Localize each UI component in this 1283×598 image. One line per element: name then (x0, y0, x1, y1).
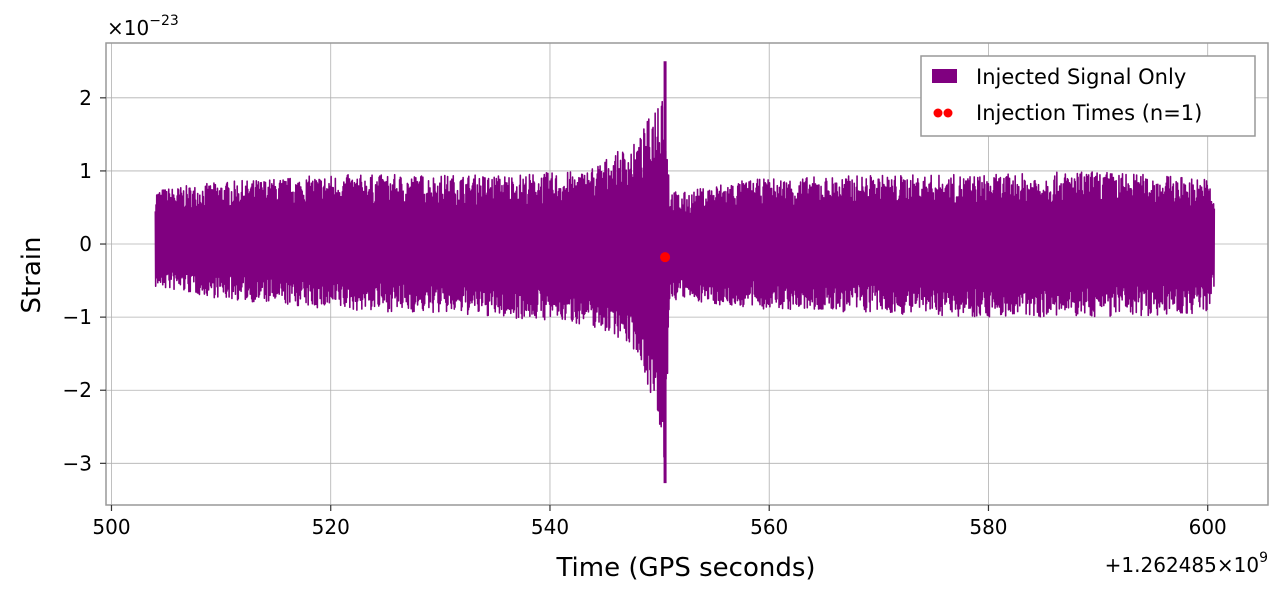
y-tick-label: −3 (63, 451, 92, 475)
legend: Injected Signal Only Injection Times (n=… (920, 55, 1256, 137)
injection-time-point (660, 252, 671, 263)
x-tick-label: 520 (312, 515, 350, 539)
y-tick-label: −2 (63, 378, 92, 402)
legend-box (920, 55, 1256, 137)
x-offset-exponent: 9 (1259, 550, 1268, 566)
y-scale-factor: ×10−23 (107, 13, 179, 40)
legend-swatch-injected-signal (932, 69, 957, 83)
x-offset-base: +1.262485×10 (1105, 553, 1259, 577)
axes-frame (105, 42, 1269, 506)
x-axis: 500 520 540 560 580 600 (92, 505, 1227, 539)
legend-marker-injection-2 (943, 108, 953, 118)
x-tick-label: 580 (969, 515, 1007, 539)
y-tick-label: 0 (79, 232, 92, 256)
legend-label-injection-times: Injection Times (n=1) (976, 101, 1202, 125)
legend-label-injected-signal: Injected Signal Only (976, 65, 1186, 89)
x-tick-label: 560 (750, 515, 788, 539)
x-tick-label: 500 (92, 515, 130, 539)
y-scale-base: ×10 (107, 16, 149, 40)
y-scale-exponent: −23 (149, 13, 179, 29)
plot-area (154, 61, 1216, 484)
x-axis-label: Time (GPS seconds) (555, 553, 815, 583)
y-axis-label: Strain (17, 236, 47, 313)
y-tick-label: 2 (79, 86, 92, 110)
x-offset-factor: +1.262485×109 (1105, 550, 1268, 577)
y-axis: −3 −2 −1 0 1 2 (63, 86, 106, 475)
injected-signal-line (154, 84, 1216, 476)
x-tick-label: 540 (531, 515, 569, 539)
x-tick-label: 600 (1189, 515, 1227, 539)
legend-marker-injection-1 (933, 108, 943, 118)
y-tick-label: −1 (63, 305, 92, 329)
y-tick-label: 1 (79, 159, 92, 183)
